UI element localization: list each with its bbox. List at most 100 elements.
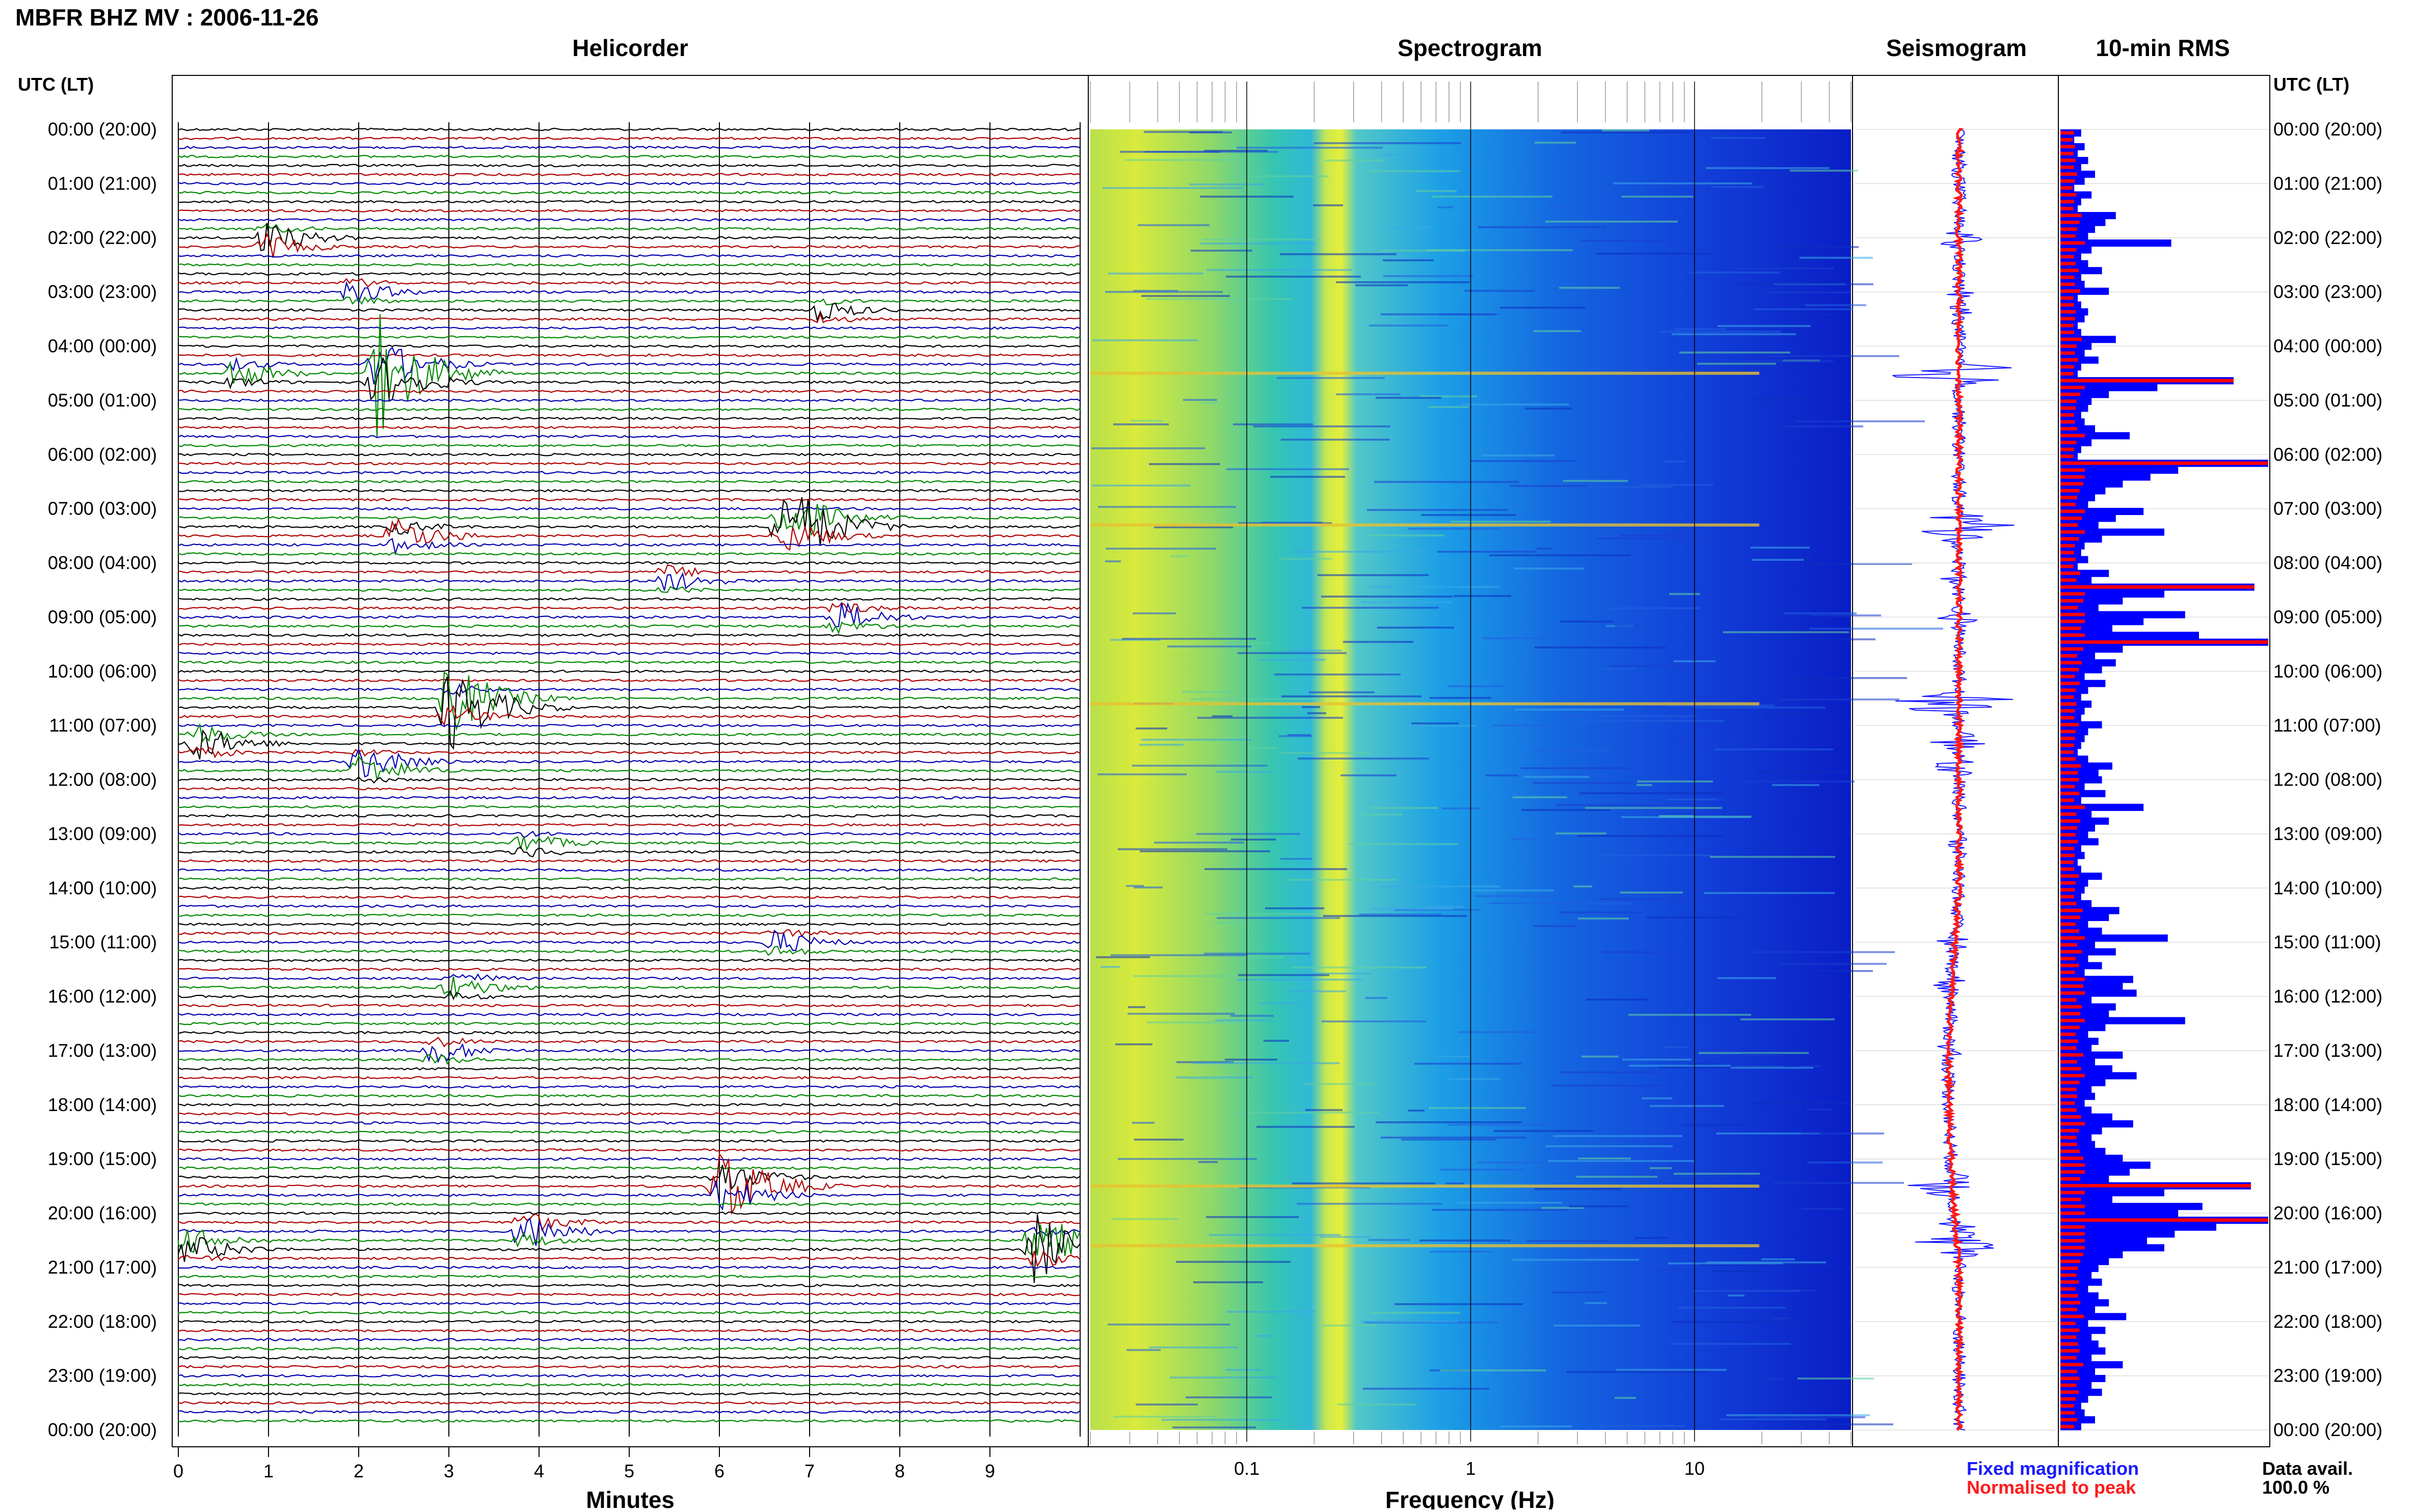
helicorder-trace bbox=[177, 859, 1081, 863]
spectrogram-streak bbox=[1681, 1124, 1741, 1126]
time-label-left: 09:00 (05:00) bbox=[48, 606, 157, 627]
helicorder-trace bbox=[177, 471, 1081, 475]
spectrogram-streak bbox=[1323, 915, 1467, 917]
rms-normalised-bar bbox=[2060, 207, 2074, 210]
helicorder-trace bbox=[177, 642, 1081, 646]
spectrogram-streak bbox=[1541, 1207, 1585, 1209]
rms-normalised-bar bbox=[2060, 682, 2080, 685]
frequency-tick-label: 10 bbox=[1684, 1458, 1705, 1479]
rms-normalised-bar bbox=[2060, 1218, 2268, 1222]
spectrogram-streak bbox=[1401, 1139, 1496, 1141]
spectrogram-streak bbox=[1674, 328, 1726, 330]
rms-normalised-bar bbox=[2060, 716, 2074, 720]
helicorder-trace bbox=[177, 1054, 1081, 1065]
rms-normalised-bar bbox=[2060, 523, 2078, 527]
helicorder-trace bbox=[177, 1166, 1081, 1170]
spectrogram-streak bbox=[1581, 720, 1724, 722]
helicorder-trace bbox=[177, 452, 1081, 456]
spectrogram-streak bbox=[1322, 1325, 1376, 1327]
rms-normalised-bar bbox=[2060, 674, 2075, 679]
spectrogram-streak bbox=[1810, 614, 1881, 616]
minutes-axis: 0 1 2 3 4 5 6 7 8 9 bbox=[173, 1447, 995, 1481]
rms-normalised-bar bbox=[2060, 1308, 2077, 1311]
rms-normalised-bar bbox=[2060, 922, 2076, 926]
helicorder-trace bbox=[177, 835, 1081, 851]
spectrogram-streak bbox=[1728, 1294, 1745, 1297]
rms-normalised-bar bbox=[2060, 895, 2074, 899]
rms-normalised-bar bbox=[2060, 434, 2085, 438]
rms-normalised-bar bbox=[2060, 1046, 2077, 1050]
helicorder-trace bbox=[177, 886, 1081, 890]
spectrogram-streak bbox=[1679, 352, 1790, 354]
spectrogram-streak bbox=[1514, 568, 1584, 570]
spectrogram-streak bbox=[1196, 833, 1300, 835]
rms-normalised-bar bbox=[2060, 812, 2077, 816]
spectrogram-streak bbox=[1615, 625, 1641, 627]
spectrogram-streak bbox=[1430, 697, 1491, 699]
time-labels-left: 00:00 (20:00) 01:00 (21:00) 02:00 (22:00) 0… bbox=[48, 119, 157, 1440]
spectrogram-streak bbox=[1097, 773, 1187, 775]
rms-normalised-bar bbox=[2060, 661, 2082, 665]
spectrogram-title: Spectrogram bbox=[1398, 35, 1542, 61]
spectrogram-streak bbox=[1293, 966, 1427, 968]
rms-normalised-bar bbox=[2060, 1184, 2251, 1187]
rms-normalised-bar bbox=[2060, 654, 2077, 658]
spectrogram-streak bbox=[1381, 885, 1500, 887]
spectrogram-streak bbox=[1092, 484, 1191, 487]
rms-normalised-bar bbox=[2060, 1328, 2080, 1332]
spectrogram-streak bbox=[1437, 206, 1453, 208]
spectrogram-streak bbox=[1226, 1311, 1316, 1313]
rms-normalised-bar bbox=[2060, 908, 2083, 912]
spectrogram-streak bbox=[1189, 131, 1232, 133]
helicorder-trace bbox=[177, 281, 1081, 304]
time-label-left: 10:00 (06:00) bbox=[48, 661, 157, 682]
time-label-right: 10:00 (06:00) bbox=[2273, 661, 2382, 682]
spectrogram-streak bbox=[1706, 167, 1830, 169]
spectrogram-streak bbox=[1325, 159, 1385, 161]
time-label-right: 16:00 (12:00) bbox=[2273, 986, 2382, 1007]
spectrogram-streak bbox=[1141, 739, 1252, 741]
spectrogram-streak bbox=[1376, 397, 1441, 399]
time-label-left: 00:00 (20:00) bbox=[48, 119, 157, 140]
helicorder-trace bbox=[177, 1214, 1081, 1283]
helicorder-trace bbox=[177, 173, 1081, 177]
spectrogram-streak bbox=[1238, 652, 1347, 654]
spectrogram-streak bbox=[1374, 481, 1519, 483]
spectrogram-streak bbox=[1695, 707, 1826, 709]
time-label-left: 00:00 (20:00) bbox=[48, 1419, 157, 1440]
time-label-left: 20:00 (16:00) bbox=[48, 1203, 157, 1224]
spectrogram-streak bbox=[1667, 798, 1717, 800]
seismogram-normalised-trace bbox=[1943, 128, 1965, 1431]
spectrogram-streak bbox=[1111, 1218, 1178, 1220]
rms-normalised-bar bbox=[2060, 1101, 2075, 1105]
helicorder-trace bbox=[177, 137, 1080, 141]
spectrogram-streak bbox=[1141, 295, 1230, 297]
time-label-right: 00:00 (20:00) bbox=[2273, 1419, 2382, 1440]
spectrogram-streak bbox=[1622, 1059, 1692, 1061]
spectrogram-streak bbox=[1786, 1423, 1893, 1425]
rms-fixed-bar bbox=[2060, 466, 2179, 474]
rms-normalised-bar bbox=[2060, 372, 2074, 375]
minute-tick-label: 2 bbox=[354, 1461, 364, 1481]
spectrogram-streak bbox=[1581, 240, 1673, 242]
spectrogram-streak bbox=[1761, 1258, 1795, 1260]
time-label-left: 18:00 (14:00) bbox=[48, 1094, 157, 1115]
spectrogram-streak bbox=[1533, 782, 1631, 784]
spectrogram-streak bbox=[1780, 698, 1899, 700]
spectrogram-streak bbox=[1206, 1216, 1299, 1218]
spectrogram-streak bbox=[1752, 951, 1895, 953]
spectrogram-streak bbox=[1287, 879, 1396, 881]
spectrogram-streak bbox=[1745, 847, 1804, 849]
helicorder-trace bbox=[177, 671, 1081, 731]
spectrogram-streak bbox=[1615, 1397, 1636, 1399]
spectrogram-streak bbox=[1464, 290, 1535, 292]
rms-normalised-bar bbox=[2060, 771, 2078, 775]
spectrogram-streak bbox=[1555, 804, 1675, 806]
helicorder-trace bbox=[177, 504, 1081, 536]
spectrogram-streak bbox=[1754, 1416, 1865, 1418]
rms-normalised-bar bbox=[2060, 358, 2078, 362]
rms-normalised-bar bbox=[2060, 351, 2075, 355]
spectrogram-streak bbox=[1545, 1145, 1673, 1147]
spectrogram-streak bbox=[1471, 889, 1554, 892]
helicorder-trace bbox=[177, 1383, 1081, 1387]
